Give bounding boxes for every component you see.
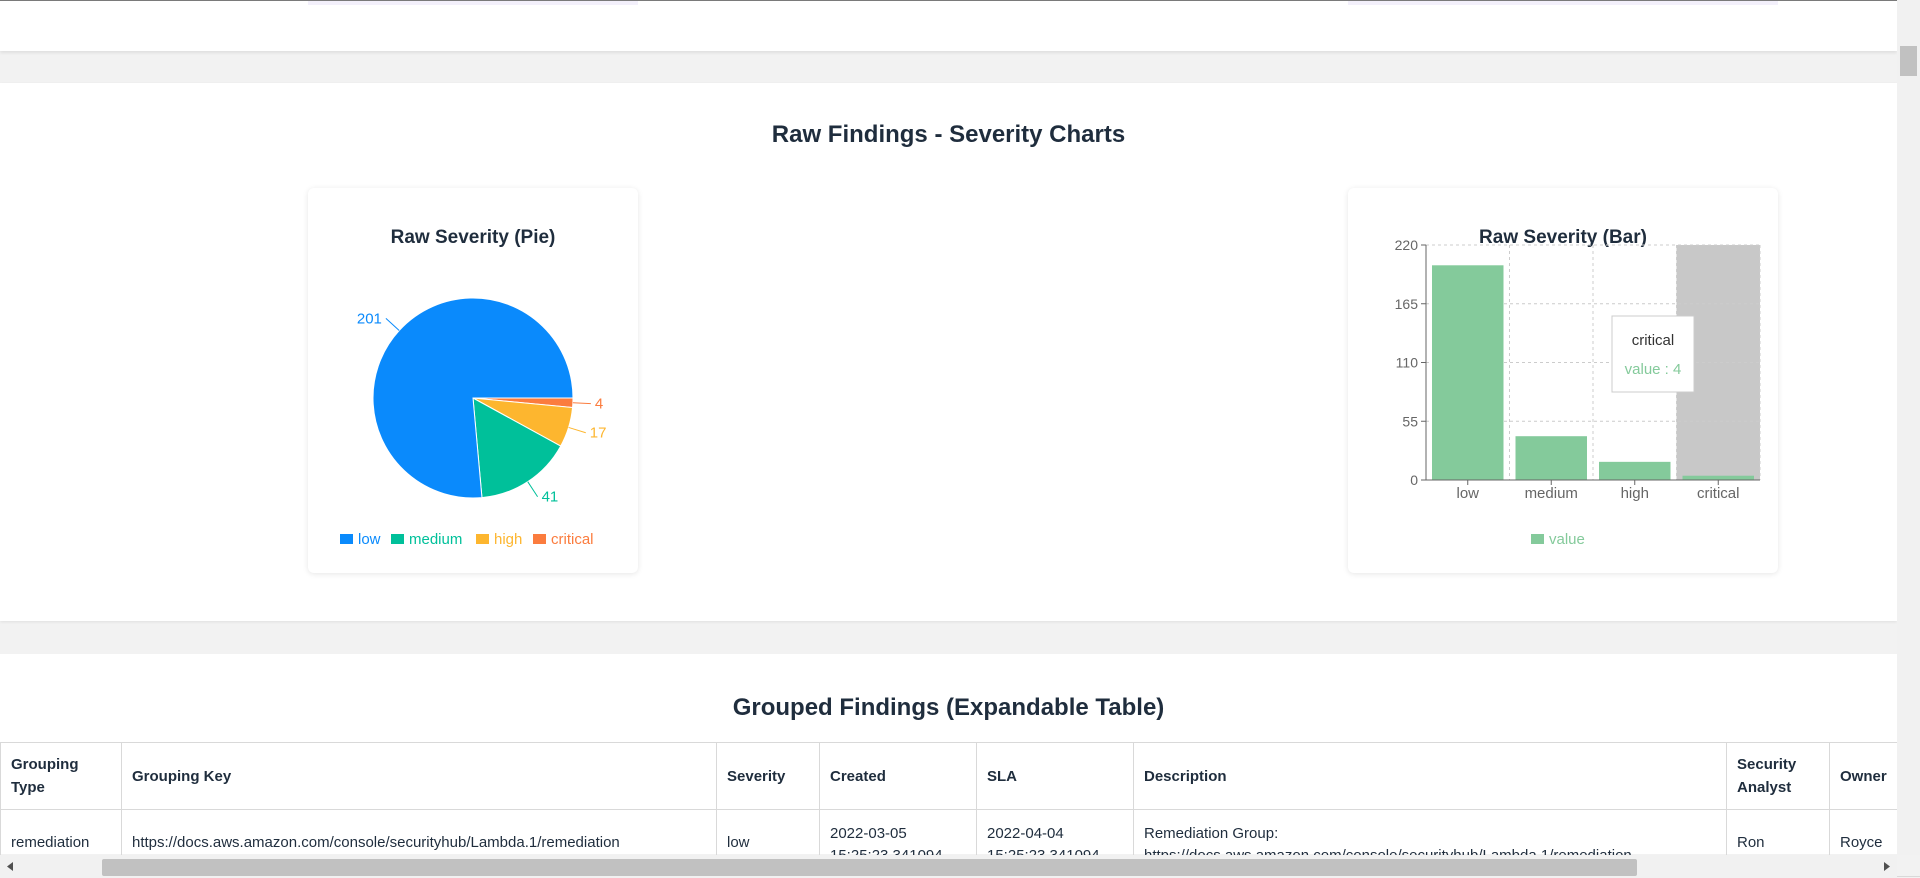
x-tick-label: low [1456,485,1479,502]
pie-slice-low[interactable] [372,297,574,499]
grouped-findings-section: Grouped Findings (Expandable Table) Grou… [0,654,1920,877]
tooltip-value: value : 4 [1625,361,1682,378]
legend-swatch-value [1531,534,1544,544]
bar-low[interactable] [1432,265,1504,480]
scroll-left-icon[interactable] [0,855,20,878]
bar-chart-card: Raw Severity (Bar) 0 55 110 165 220 low medium… [1348,188,1778,573]
legend-label-critical[interactable]: critical [551,531,594,548]
vertical-scrollbar-thumb[interactable] [1900,46,1917,76]
legend-label-value[interactable]: value [1549,531,1585,548]
legend-label-medium[interactable]: medium [409,531,462,548]
vertical-scrollbar[interactable] [1897,0,1920,855]
pie-label-line [572,402,591,405]
legend-swatch-high [476,534,489,544]
section-title: Raw Findings - Severity Charts [771,121,1126,148]
x-tick-label: medium [1525,485,1578,502]
previous-section [0,0,1897,51]
y-tick-label: 55 [1402,413,1418,429]
pie-chart[interactable]: 4 17 41 201 low medium high critical [308,188,638,573]
x-tick-label: critical [1697,485,1740,502]
bar-critical[interactable] [1682,475,1755,480]
horizontal-scrollbar-thumb[interactable] [102,859,1637,876]
tooltip-label: critical [1632,332,1675,349]
legend-label-high[interactable]: high [494,531,522,548]
pie-data-label: 17 [590,425,607,442]
table-header-row: Grouping Type Grouping Key Severity Created S… [0,742,1920,810]
pie-data-label: 201 [357,310,382,327]
column-header[interactable]: SLA [976,742,1134,810]
column-header[interactable]: Severity [716,742,820,810]
pie-label-line [527,481,539,498]
legend-swatch-medium [391,534,404,544]
column-header[interactable]: Grouping Type [0,742,122,810]
y-tick-label: 220 [1395,237,1419,253]
bar-tooltip: critical value : 4 [1611,315,1695,393]
previous-card-edge [1348,1,1778,5]
y-tick-label: 165 [1395,296,1419,312]
x-tick-label: high [1621,485,1649,502]
tooltip-box [1611,315,1695,393]
y-tick-label: 0 [1410,472,1418,488]
horizontal-scrollbar[interactable] [0,855,1897,878]
pie-chart-card: Raw Severity (Pie) 4 17 41 201 low medium high… [308,188,638,573]
bar-high[interactable] [1599,461,1671,480]
table-title: Grouped Findings (Expandable Table) [732,694,1165,721]
scroll-right-icon[interactable] [1877,855,1897,878]
legend-label-low[interactable]: low [358,531,381,548]
pie-data-label: 41 [542,489,559,506]
column-header[interactable]: Security Analyst [1726,742,1830,810]
pie-label-line [385,318,400,331]
column-header[interactable]: Grouping Key [121,742,717,810]
pie-label-line [568,426,586,434]
pie-chart-title: Raw Severity (Pie) [390,227,556,248]
legend-swatch-critical [533,534,546,544]
column-header[interactable]: Description [1133,742,1727,810]
severity-charts-section: Raw Findings - Severity Charts Raw Sever… [0,83,1897,621]
bar-chart-title: Raw Severity (Bar) [1479,227,1647,248]
y-tick-label: 110 [1396,355,1419,371]
bar-medium[interactable] [1515,436,1588,480]
legend-swatch-low [340,534,353,544]
pie-data-label: 4 [595,396,603,413]
column-header[interactable]: Created [819,742,977,810]
previous-card-edge [308,1,638,5]
